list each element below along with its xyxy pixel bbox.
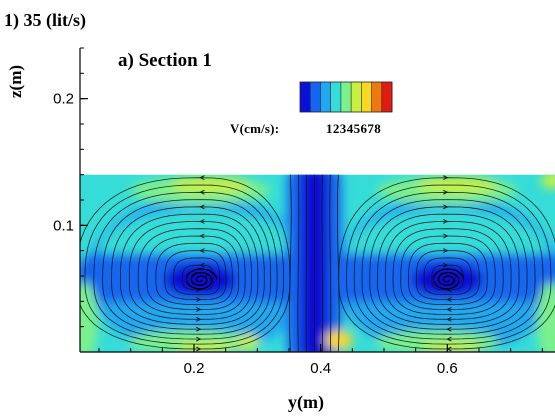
streamline [128,220,252,320]
streamline-arrow [196,336,202,342]
vortex-core [185,268,218,290]
streamlines [80,174,555,352]
streamline-arrow [443,175,449,181]
streamline [423,257,472,295]
streamline [84,184,284,345]
streamline-arrow [443,219,449,224]
streamline [392,228,504,315]
streamline [182,264,214,291]
streamline [80,177,291,350]
field-region [80,282,98,352]
streamline [369,206,528,330]
streamline [321,174,324,352]
streamline-arrow [199,204,205,210]
x-tick-label: 0.2 [184,360,205,377]
streamline [353,191,544,340]
field-color-regions [80,174,555,352]
field-region [422,342,483,352]
field-region [417,176,498,193]
streamline [297,174,300,352]
streamline-arrow [446,307,452,312]
streamline [337,174,340,352]
field-region [175,342,236,352]
streamline [408,242,488,305]
streamline [305,174,308,352]
streamline [155,242,233,305]
colorbar-swatch [351,82,362,112]
colorbar-values: 12345678 [326,121,382,136]
colorbar-frame [299,81,393,113]
colorbar-swatch [371,82,383,112]
streamline [93,191,278,340]
colorbar-swatch [381,82,393,112]
streamline [137,228,246,315]
x-axis-label: y(m) [288,392,324,412]
colorbar-label: V(cm/s): [230,121,280,136]
streamline-arrow [199,175,205,181]
streamline-arrow [199,189,205,195]
x-tick-label: 0.4 [310,360,331,377]
streamline [329,174,332,352]
colorbar [299,81,393,113]
streamline [346,184,552,345]
section-title: a) Section 1 [118,50,212,71]
vortex-core [432,268,465,290]
streamline [146,235,240,310]
field-region [537,282,555,352]
streamline-arrow [443,204,449,210]
colorbar-swatch [361,82,373,112]
colorbar-swatch [330,82,342,112]
y-tick-label: 0.1 [53,217,74,234]
streamline [361,199,536,335]
colorbar-swatch [310,82,321,112]
streamline-arrow [443,248,449,253]
streamline-arrow [196,326,202,332]
streamline-arrow [199,248,205,253]
streamline [400,235,496,310]
streamline-arrow [446,336,452,342]
streamline-arrow [443,262,449,268]
streamline-arrow [196,297,202,302]
streamline [384,220,512,320]
streamline-arrow [196,346,202,352]
streamline [431,264,464,291]
streamline-arrow [196,316,202,322]
streamline [415,250,480,301]
streamline [102,199,272,335]
streamline-arrow [196,307,202,312]
y-tick-label: 0.2 [53,91,74,108]
streamline-arrow [446,297,452,302]
field-region [235,334,260,350]
streamline [111,206,265,330]
streamline [289,174,292,352]
streamline-arrow [199,219,205,224]
field-region [541,174,555,189]
x-tick-label: 0.6 [437,360,458,377]
colorbar-swatch [300,82,311,112]
streamline-arrow [199,262,205,268]
streamline-arrow [443,233,449,239]
streamline-arrow [443,189,449,195]
case-title: 1) 35 (lit/s) [4,10,86,30]
field-region [411,262,484,297]
colorbar-swatch [340,82,352,112]
streamline-arrow [199,233,205,239]
velocity-field [80,174,555,352]
streamline [173,257,220,295]
streamline [119,213,259,325]
colorbar-swatch [320,82,332,112]
streamline [377,213,520,325]
axes: 0.1 0.2 0.2 0.4 0.6 [53,47,555,377]
streamline-arrow [446,316,452,322]
streamline-arrow [446,326,452,332]
streamline [164,250,227,301]
